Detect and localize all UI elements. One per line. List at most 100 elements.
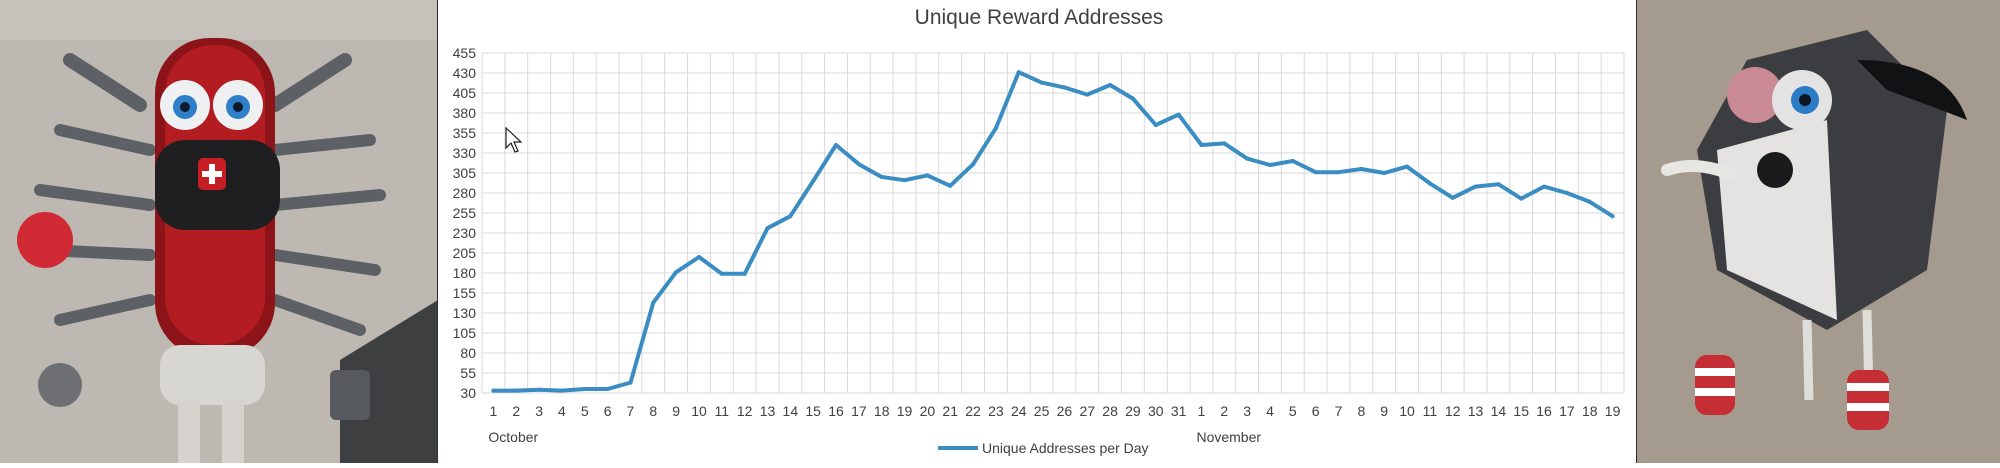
x-tick-label: 30	[1148, 403, 1164, 419]
data-point	[1564, 191, 1569, 195]
data-point	[834, 143, 839, 147]
data-point	[1496, 182, 1501, 187]
x-tick-label: 5	[581, 403, 589, 419]
data-point	[1199, 143, 1204, 147]
x-tick-label: 7	[627, 403, 635, 419]
data-point	[948, 183, 953, 188]
x-tick-label: 19	[897, 403, 913, 419]
data-point	[1336, 170, 1341, 175]
y-tick-label: 230	[453, 225, 477, 241]
data-point	[696, 255, 701, 259]
x-tick-label: 12	[737, 403, 753, 419]
x-tick-label: 26	[1057, 403, 1073, 419]
data-point	[788, 214, 793, 219]
x-tick-label: 14	[783, 403, 799, 419]
y-tick-label: 105	[453, 325, 477, 341]
series-line	[491, 70, 1615, 393]
data-point	[1359, 167, 1364, 171]
series-layer	[491, 70, 1615, 393]
y-tick-label: 180	[453, 265, 477, 281]
month-labels: October November	[488, 429, 1261, 445]
data-point	[1176, 112, 1181, 117]
x-tick-label: 6	[1312, 403, 1320, 419]
data-point	[1542, 184, 1547, 189]
x-axis-tick-labels: 1 2 3 4 5 6 7 8 9 10 11 12 13 14 15 16 17 18 19 20 21 22 23 24 2…	[490, 403, 1621, 419]
chart-panel: Unique Reward Addresses 30 55 80 105 130 155 1…	[438, 0, 1637, 463]
x-tick-label: 25	[1034, 403, 1050, 419]
y-tick-label: 330	[453, 145, 477, 161]
x-tick-label: 19	[1605, 403, 1621, 419]
data-point	[651, 300, 656, 305]
y-tick-label: 155	[453, 285, 477, 301]
month-label: November	[1196, 429, 1261, 445]
horizontal-gridlines	[482, 52, 1624, 394]
x-tick-label: 18	[874, 403, 890, 419]
data-point	[879, 175, 884, 179]
data-point	[1153, 123, 1158, 127]
data-point	[1108, 83, 1113, 87]
data-point	[491, 388, 496, 393]
data-point	[1245, 156, 1250, 161]
y-tick-label: 280	[453, 185, 477, 201]
y-tick-label: 455	[453, 45, 477, 61]
x-tick-label: 7	[1335, 403, 1343, 419]
x-tick-label: 21	[942, 403, 958, 419]
data-point	[674, 270, 679, 275]
x-tick-label: 23	[988, 403, 1004, 419]
x-tick-label: 31	[1171, 403, 1187, 419]
x-tick-label: 17	[1559, 403, 1575, 419]
data-point	[742, 271, 747, 276]
legend-label: Unique Addresses per Day	[982, 440, 1149, 456]
y-tick-label: 430	[453, 65, 477, 81]
data-point	[1450, 195, 1455, 200]
x-tick-label: 2	[512, 403, 520, 419]
x-tick-label: 10	[691, 403, 707, 419]
x-tick-label: 5	[1289, 403, 1297, 419]
legend: Unique Addresses per Day	[938, 440, 1149, 456]
chart-title: Unique Reward Addresses	[915, 6, 1164, 29]
data-point	[582, 387, 587, 391]
data-point	[628, 380, 633, 385]
x-tick-label: 12	[1445, 403, 1461, 419]
data-point	[559, 388, 564, 393]
data-point	[605, 387, 610, 391]
data-point	[1085, 92, 1090, 97]
vertical-gridlines	[481, 53, 1625, 393]
x-tick-label: 24	[1011, 403, 1027, 419]
y-tick-label: 80	[460, 345, 476, 361]
data-point	[1427, 181, 1432, 186]
x-tick-label: 13	[760, 403, 776, 419]
data-point	[1016, 70, 1021, 75]
x-tick-label: 9	[672, 403, 680, 419]
data-point	[765, 226, 770, 231]
month-label: October	[488, 429, 538, 445]
x-tick-label: 14	[1491, 403, 1507, 419]
data-point	[1519, 196, 1524, 201]
data-point	[1313, 170, 1318, 175]
x-tick-label: 29	[1125, 403, 1141, 419]
x-tick-label: 16	[828, 403, 844, 419]
robot-mural-illustration	[0, 0, 438, 463]
data-point	[1130, 96, 1135, 101]
y-tick-label: 405	[453, 85, 477, 101]
y-tick-label: 255	[453, 205, 477, 221]
x-tick-label: 27	[1079, 403, 1095, 419]
x-tick-label: 9	[1380, 403, 1388, 419]
x-tick-label: 11	[715, 403, 730, 419]
data-point	[1473, 184, 1478, 189]
mouse-pointer-icon	[505, 126, 523, 153]
data-point	[902, 178, 907, 183]
x-tick-label: 3	[535, 403, 543, 419]
x-tick-label: 1	[1198, 403, 1206, 419]
x-tick-label: 10	[1399, 403, 1415, 419]
x-tick-label: 16	[1536, 403, 1552, 419]
x-tick-label: 8	[1357, 403, 1365, 419]
x-tick-label: 17	[851, 403, 867, 419]
line-chart: Unique Reward Addresses 3055801051301551…	[453, 6, 1625, 456]
x-tick-label: 15	[1513, 403, 1529, 419]
mural-photo-left	[0, 0, 438, 463]
x-tick-label: 15	[805, 403, 821, 419]
x-tick-label: 28	[1102, 403, 1118, 419]
data-point	[925, 173, 930, 178]
data-point	[537, 387, 542, 392]
